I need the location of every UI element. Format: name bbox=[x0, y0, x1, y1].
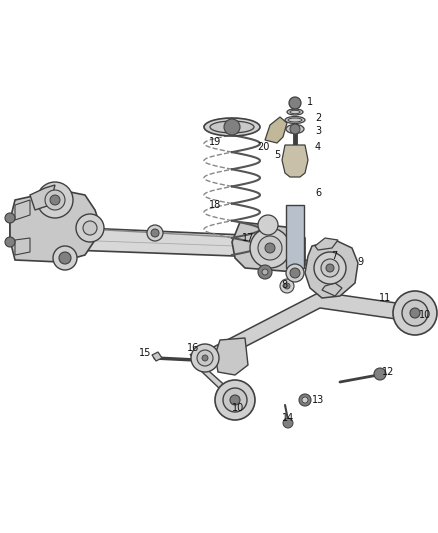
Circle shape bbox=[374, 368, 386, 380]
Circle shape bbox=[224, 119, 240, 135]
Circle shape bbox=[299, 394, 311, 406]
Circle shape bbox=[5, 237, 15, 247]
Ellipse shape bbox=[210, 121, 254, 133]
Text: 8: 8 bbox=[281, 280, 287, 290]
Text: 3: 3 bbox=[315, 126, 321, 136]
Text: 19: 19 bbox=[209, 137, 221, 147]
Text: 2: 2 bbox=[315, 113, 321, 123]
Circle shape bbox=[83, 221, 97, 235]
Text: 12: 12 bbox=[382, 367, 394, 377]
Circle shape bbox=[53, 246, 77, 270]
Text: 15: 15 bbox=[139, 348, 151, 358]
Polygon shape bbox=[200, 292, 410, 370]
Circle shape bbox=[410, 308, 420, 318]
Polygon shape bbox=[15, 225, 290, 258]
Text: 4: 4 bbox=[315, 142, 321, 152]
Circle shape bbox=[197, 350, 213, 366]
Text: 18: 18 bbox=[209, 200, 221, 210]
Text: 11: 11 bbox=[379, 293, 391, 303]
Ellipse shape bbox=[290, 110, 300, 114]
Ellipse shape bbox=[286, 125, 304, 133]
Text: 1: 1 bbox=[307, 97, 313, 107]
Circle shape bbox=[151, 229, 159, 237]
Circle shape bbox=[402, 300, 428, 326]
Circle shape bbox=[202, 355, 208, 361]
Circle shape bbox=[50, 195, 60, 205]
Ellipse shape bbox=[285, 117, 305, 124]
Circle shape bbox=[147, 225, 163, 241]
Polygon shape bbox=[282, 145, 308, 177]
Circle shape bbox=[284, 283, 290, 289]
Circle shape bbox=[265, 243, 275, 253]
Circle shape bbox=[76, 214, 104, 242]
Circle shape bbox=[45, 190, 65, 210]
Circle shape bbox=[290, 268, 300, 278]
Circle shape bbox=[258, 265, 272, 279]
Polygon shape bbox=[265, 117, 287, 143]
Ellipse shape bbox=[204, 118, 260, 136]
Circle shape bbox=[393, 291, 437, 335]
Circle shape bbox=[280, 279, 294, 293]
Circle shape bbox=[59, 252, 71, 264]
Circle shape bbox=[302, 397, 308, 403]
Bar bbox=[286, 205, 304, 268]
Polygon shape bbox=[15, 238, 30, 255]
Circle shape bbox=[191, 344, 219, 372]
Ellipse shape bbox=[288, 118, 302, 122]
Text: 16: 16 bbox=[187, 343, 199, 353]
Polygon shape bbox=[322, 283, 342, 296]
Polygon shape bbox=[152, 352, 162, 361]
Circle shape bbox=[258, 236, 282, 260]
Circle shape bbox=[289, 97, 301, 109]
Polygon shape bbox=[215, 338, 248, 375]
Polygon shape bbox=[30, 185, 55, 210]
Polygon shape bbox=[190, 354, 240, 408]
Circle shape bbox=[326, 264, 334, 272]
Text: 10: 10 bbox=[232, 403, 244, 413]
Polygon shape bbox=[232, 222, 305, 272]
Text: 14: 14 bbox=[282, 413, 294, 423]
Polygon shape bbox=[305, 240, 358, 298]
Circle shape bbox=[5, 213, 15, 223]
Circle shape bbox=[314, 252, 346, 284]
Ellipse shape bbox=[321, 261, 329, 265]
Text: 6: 6 bbox=[315, 188, 321, 198]
Circle shape bbox=[230, 395, 240, 405]
Circle shape bbox=[321, 259, 339, 277]
Circle shape bbox=[258, 215, 278, 235]
Circle shape bbox=[262, 269, 268, 275]
Circle shape bbox=[250, 228, 290, 268]
Polygon shape bbox=[10, 190, 100, 262]
Circle shape bbox=[283, 418, 293, 428]
Text: 10: 10 bbox=[419, 310, 431, 320]
Ellipse shape bbox=[287, 109, 303, 115]
Circle shape bbox=[290, 124, 300, 134]
Circle shape bbox=[37, 182, 73, 218]
Text: 9: 9 bbox=[357, 257, 363, 267]
Text: 5: 5 bbox=[274, 150, 280, 160]
Text: 7: 7 bbox=[331, 251, 337, 261]
Text: 13: 13 bbox=[312, 395, 324, 405]
Polygon shape bbox=[15, 200, 30, 220]
Circle shape bbox=[223, 388, 247, 412]
Polygon shape bbox=[315, 238, 338, 250]
Circle shape bbox=[286, 264, 304, 282]
Text: 20: 20 bbox=[257, 142, 269, 152]
Text: 17: 17 bbox=[242, 233, 254, 243]
Circle shape bbox=[215, 380, 255, 420]
